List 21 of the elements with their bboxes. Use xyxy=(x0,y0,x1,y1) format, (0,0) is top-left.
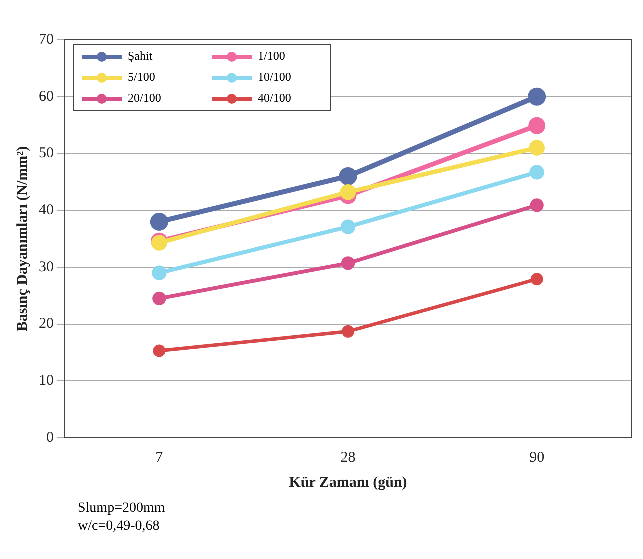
y-tick-label: 60 xyxy=(39,88,54,105)
text: w/c=0,49-0,68 xyxy=(78,518,161,536)
legend-label: 5/100 xyxy=(128,70,156,85)
x-tick-label: 7 xyxy=(156,450,164,466)
x-tick-label: 90 xyxy=(530,450,545,466)
y-axis-title: Basınç Dayanımları (N/mm²) xyxy=(14,146,31,332)
legend-label: 1/100 xyxy=(258,49,286,64)
legend-label: 10/100 xyxy=(258,70,292,85)
y-tick-label: 30 xyxy=(39,259,54,276)
y-tick-label: 10 xyxy=(39,373,54,390)
text: Slump=200mm xyxy=(78,500,166,518)
y-tick-label: 50 xyxy=(39,146,54,162)
y-tick-label: 70 xyxy=(39,32,54,48)
legend-label: 40/100 xyxy=(258,91,292,106)
y-tick-label: 20 xyxy=(39,316,54,332)
x-axis-title: Kür Zamanı (gün) xyxy=(289,474,408,491)
x-tick-label: 28 xyxy=(340,450,356,466)
legend-label: 20/100 xyxy=(128,91,162,106)
y-tick-label: 40 xyxy=(39,202,54,219)
y-tick-label: 0 xyxy=(46,430,54,446)
legend-label: Şahit xyxy=(128,49,153,64)
